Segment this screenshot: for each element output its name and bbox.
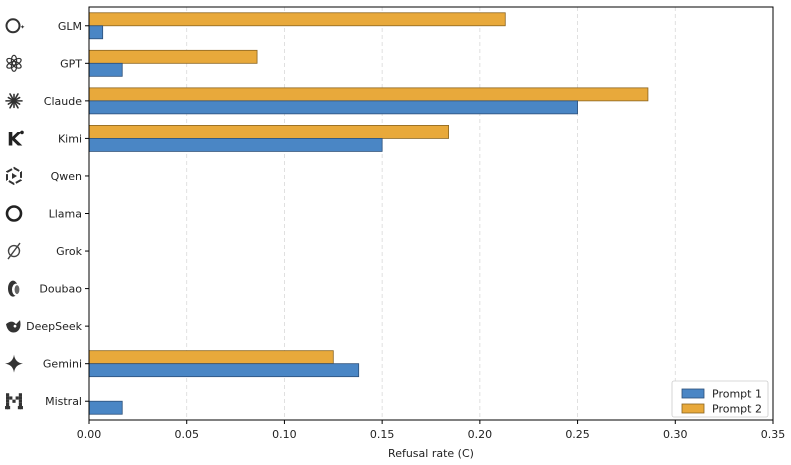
svg-text:K: K (7, 128, 23, 150)
legend-label: Prompt 2 (712, 403, 762, 416)
x-tick-label: 0.15 (370, 428, 395, 441)
y-tick-label: GPT (60, 57, 82, 70)
bar-prompt-1-kimi (88, 138, 383, 152)
legend: Prompt 1 Prompt 2 (671, 380, 769, 418)
qwen-icon (6, 166, 22, 186)
y-tick-label: Gemini (43, 358, 82, 371)
y-tick-label: Grok (56, 245, 83, 258)
y-tick-label: Llama (49, 208, 82, 221)
x-tick-label: 0.25 (565, 428, 590, 441)
x-axis-label: Refusal rate (C) (388, 447, 474, 460)
bar-prompt-1-claude (88, 100, 578, 115)
doubao-icon (8, 280, 20, 297)
x-tick-label: 0.35 (761, 428, 786, 441)
claude-icon (5, 93, 23, 109)
y-tick-label: GLM (58, 20, 82, 33)
x-tick-label: 0.00 (77, 428, 102, 441)
glm-icon: ✦ (5, 18, 25, 34)
bar-prompt-1-gemini (88, 363, 360, 378)
gemini-icon (5, 354, 23, 373)
y-tick-label: Doubao (39, 283, 82, 296)
y-tick-label: Kimi (58, 132, 82, 145)
x-axis: 0.00 0.05 0.10 0.15 0.20 0.25 0.30 0.35 (77, 420, 786, 441)
mistral-icon (5, 393, 23, 410)
bars (88, 12, 649, 415)
bar-prompt-1-mistral (88, 400, 123, 415)
kimi-icon: K (7, 128, 24, 150)
bar-prompt-2-glm (88, 12, 506, 27)
bar-prompt-2-gpt (88, 49, 258, 64)
y-tick-label: DeepSeek (26, 320, 83, 333)
bar-prompt-2-kimi (88, 125, 449, 139)
llama-icon (5, 205, 23, 222)
deepseek-icon (6, 320, 21, 333)
bar-prompt-2-gemini (88, 350, 334, 365)
legend-swatch (681, 388, 705, 399)
legend-label: Prompt 1 (712, 388, 762, 401)
bar-prompt-1-glm (88, 25, 104, 40)
legend-swatch (681, 403, 705, 414)
x-tick-label: 0.20 (468, 428, 493, 441)
y-tick-label: Claude (44, 95, 82, 108)
gpt-icon (6, 54, 22, 72)
bar-prompt-1-gpt (88, 62, 123, 77)
x-tick-label: 0.30 (663, 428, 688, 441)
y-tick-label: Mistral (45, 395, 82, 408)
bar-prompt-2-claude (88, 87, 649, 102)
grok-icon (7, 242, 21, 260)
x-tick-label: 0.05 (174, 428, 199, 441)
svg-text:✦: ✦ (20, 24, 25, 31)
x-tick-label: 0.10 (272, 428, 297, 441)
y-axis: GLM ✦ GPT Claude Kimi K Qwen Llama Grok Doubao Dee… (5, 18, 89, 410)
y-tick-label: Qwen (51, 170, 82, 183)
